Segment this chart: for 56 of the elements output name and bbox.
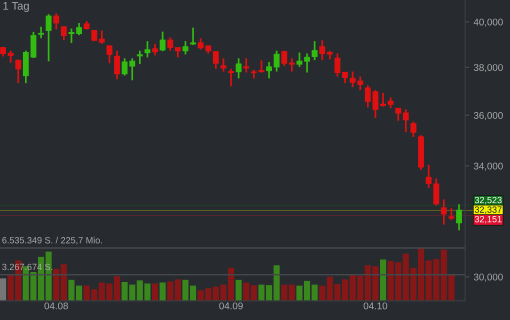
candlestick	[456, 203, 462, 232]
bar	[0, 278, 6, 301]
candlestick	[433, 178, 440, 206]
candlestick	[228, 68, 234, 88]
candlestick	[167, 36, 174, 52]
candlestick	[129, 57, 136, 82]
candlestick	[312, 40, 318, 61]
candlestick	[243, 57, 250, 74]
candlestick	[114, 50, 120, 80]
candlestick	[410, 120, 416, 138]
candlestick	[182, 40, 188, 56]
y-tick-label: 30,000	[474, 274, 503, 282]
candlestick	[136, 50, 143, 65]
candlestick	[220, 57, 226, 72]
candlestick	[281, 50, 288, 67]
y-tick-label: 34,000	[474, 162, 503, 171]
ref-line-label: 32,337	[474, 206, 502, 214]
y-tick-label: 36,000	[474, 112, 503, 120]
ref-line-label: 32,523	[474, 196, 502, 204]
candlestick	[288, 57, 295, 72]
candlestick	[152, 43, 158, 56]
candlestick	[440, 198, 447, 226]
candlestick	[212, 50, 219, 70]
candlestick	[426, 164, 432, 189]
bar	[380, 260, 386, 301]
bar	[152, 284, 158, 301]
candlestick	[174, 46, 181, 58]
candlestick	[357, 76, 364, 91]
candlestick	[144, 40, 150, 58]
candlestick	[190, 26, 196, 46]
candlestick	[350, 70, 356, 88]
candlestick	[60, 25, 67, 42]
y-tick-label: 40,000	[474, 18, 503, 27]
candlestick	[402, 108, 409, 133]
bar	[160, 282, 166, 301]
candlestick	[198, 37, 204, 50]
candlestick	[38, 26, 44, 40]
x-tick-label: 04.09	[219, 302, 243, 310]
candlestick	[106, 44, 112, 64]
chart-title: 1 Tag	[3, 2, 29, 12]
candlestick	[46, 13, 52, 62]
x-tick-label: 04.10	[364, 302, 388, 310]
bar	[236, 280, 242, 301]
candlestick	[98, 30, 105, 45]
ref-line-label: 32,151	[474, 216, 502, 224]
candlestick	[122, 57, 128, 76]
candlestick	[395, 108, 402, 122]
candlestick	[319, 39, 326, 61]
ref-line-label: 6.535.349 S. / 225,7 Mio.	[2, 236, 102, 245]
candlestick	[160, 30, 166, 52]
candlestick	[53, 12, 60, 30]
candlestick	[448, 207, 454, 221]
y-tick-label: 38,000	[474, 64, 503, 72]
candlestick	[15, 58, 22, 84]
x-tick-label: 04.08	[44, 302, 68, 310]
candlestick	[236, 57, 242, 80]
